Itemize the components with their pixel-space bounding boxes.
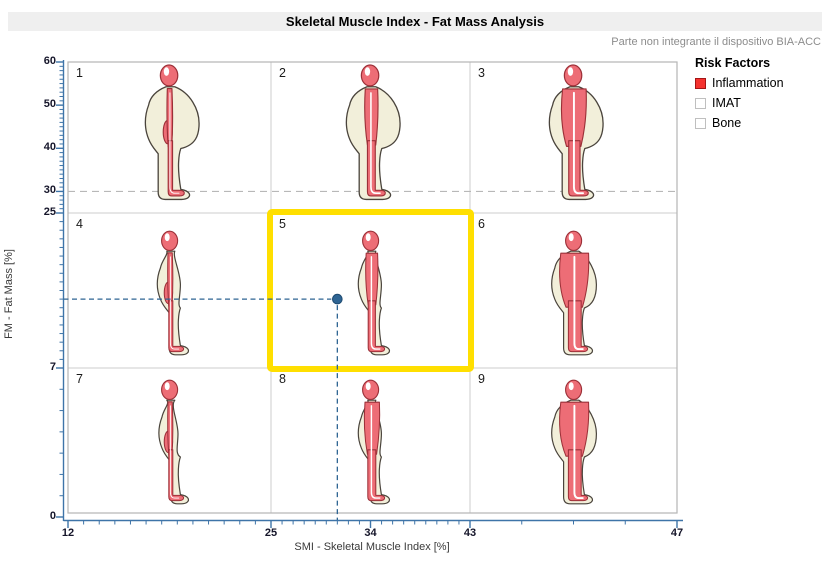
muscle-shape <box>363 401 386 502</box>
muscle-shape <box>560 88 589 197</box>
cell-number-5: 5 <box>279 217 286 231</box>
bone-checkbox-icon[interactable] <box>695 117 706 129</box>
cell-number-3: 3 <box>478 66 485 80</box>
body-figure-cell-8 <box>357 379 390 505</box>
body-figure-cell-2 <box>345 64 401 201</box>
muscle-shape <box>559 252 590 353</box>
y-tick-label: 7 <box>49 361 56 373</box>
x-axis-title: SMI - Skeletal Muscle Index [%] <box>294 541 450 553</box>
muscle-highlight-line <box>573 255 584 350</box>
body-figure-cell-1 <box>144 64 200 201</box>
head <box>159 64 179 87</box>
legend-item-label: Bone <box>712 116 742 130</box>
x-tick-label: 12 <box>61 527 75 539</box>
y-axis-title: FM - Fat Mass [%] <box>3 249 15 339</box>
muscle-shape <box>163 252 185 353</box>
fat-silhouette <box>345 86 401 201</box>
head-highlight <box>164 382 170 391</box>
report-subtitle: Parte non integrante il dispositivo BIA-… <box>611 36 821 48</box>
muscle-shape <box>163 401 185 502</box>
muscle-highlight-line <box>169 405 180 499</box>
muscle-shape <box>364 88 386 197</box>
imat-checkbox-icon[interactable] <box>695 97 706 109</box>
head <box>161 379 179 400</box>
muscle-highlight-line <box>370 405 381 499</box>
head-highlight <box>567 67 574 76</box>
legend-item-label: Inflammation <box>712 76 784 90</box>
cell-number-4: 4 <box>76 217 83 231</box>
head-highlight <box>164 233 170 242</box>
legend-item-inflammation[interactable]: Inflammation <box>695 76 784 90</box>
cell-number-1: 1 <box>76 66 83 80</box>
x-tick-label: 34 <box>364 527 377 539</box>
x-tick-label: 47 <box>670 527 684 539</box>
head-highlight <box>364 67 371 76</box>
head <box>362 379 380 400</box>
y-tick-label: 0 <box>49 510 56 522</box>
legend-item-label: IMAT <box>712 96 741 110</box>
muscle-highlight-line <box>169 92 180 194</box>
cell-number-9: 9 <box>478 372 485 386</box>
head-highlight <box>365 382 371 391</box>
head-highlight <box>568 382 574 391</box>
body-figure-cell-7 <box>158 379 189 505</box>
fat-silhouette <box>357 399 390 505</box>
fat-silhouette <box>144 86 200 201</box>
fat-silhouette <box>158 399 189 505</box>
head <box>565 230 583 251</box>
muscle-highlight-line <box>169 256 180 350</box>
cell-number-2: 2 <box>279 66 286 80</box>
muscle-shape <box>162 87 185 197</box>
muscle-highlight-line <box>573 404 584 499</box>
y-tick-label: 60 <box>43 55 56 67</box>
head <box>565 379 583 400</box>
head <box>161 230 179 251</box>
body-figure-cell-3 <box>548 64 604 201</box>
report-title: Skeletal Muscle Index - Fat Mass Analysi… <box>285 14 545 29</box>
head-highlight <box>163 67 170 76</box>
legend-item-bone[interactable]: Bone <box>695 116 784 130</box>
cell-number-6: 6 <box>478 217 485 231</box>
muscle-highlight-line <box>572 91 585 195</box>
body-figure-cell-4 <box>156 230 189 356</box>
report-title-bar: Skeletal Muscle Index - Fat Mass Analysi… <box>8 12 822 31</box>
y-tick-label: 25 <box>43 206 56 218</box>
muscle-highlight-line <box>370 92 381 194</box>
x-tick-label: 43 <box>463 527 477 539</box>
highlighted-cell-box <box>267 209 474 372</box>
head <box>360 64 380 87</box>
y-tick-label: 30 <box>43 184 56 197</box>
body-figure-cell-9 <box>551 379 597 505</box>
body-figure-cell-6 <box>551 230 597 356</box>
muscle-shape <box>559 401 590 502</box>
fat-silhouette <box>156 250 189 356</box>
legend-title: Risk Factors <box>695 56 771 70</box>
y-tick-label: 50 <box>43 98 56 111</box>
y-tick-label: 40 <box>43 141 56 154</box>
legend-item-imat[interactable]: IMAT <box>695 96 784 110</box>
fat-silhouette <box>551 399 597 505</box>
fat-silhouette <box>551 250 597 356</box>
cell-number-8: 8 <box>279 372 286 386</box>
x-tick-label: 25 <box>264 527 278 539</box>
cell-number-7: 7 <box>76 372 83 386</box>
head-highlight <box>568 233 574 242</box>
fat-silhouette <box>548 86 604 201</box>
inflammation-checkbox-icon[interactable] <box>695 77 706 89</box>
head <box>563 64 583 87</box>
risk-factors-legend: Risk Factors Inflammation IMAT Bone <box>695 56 784 130</box>
